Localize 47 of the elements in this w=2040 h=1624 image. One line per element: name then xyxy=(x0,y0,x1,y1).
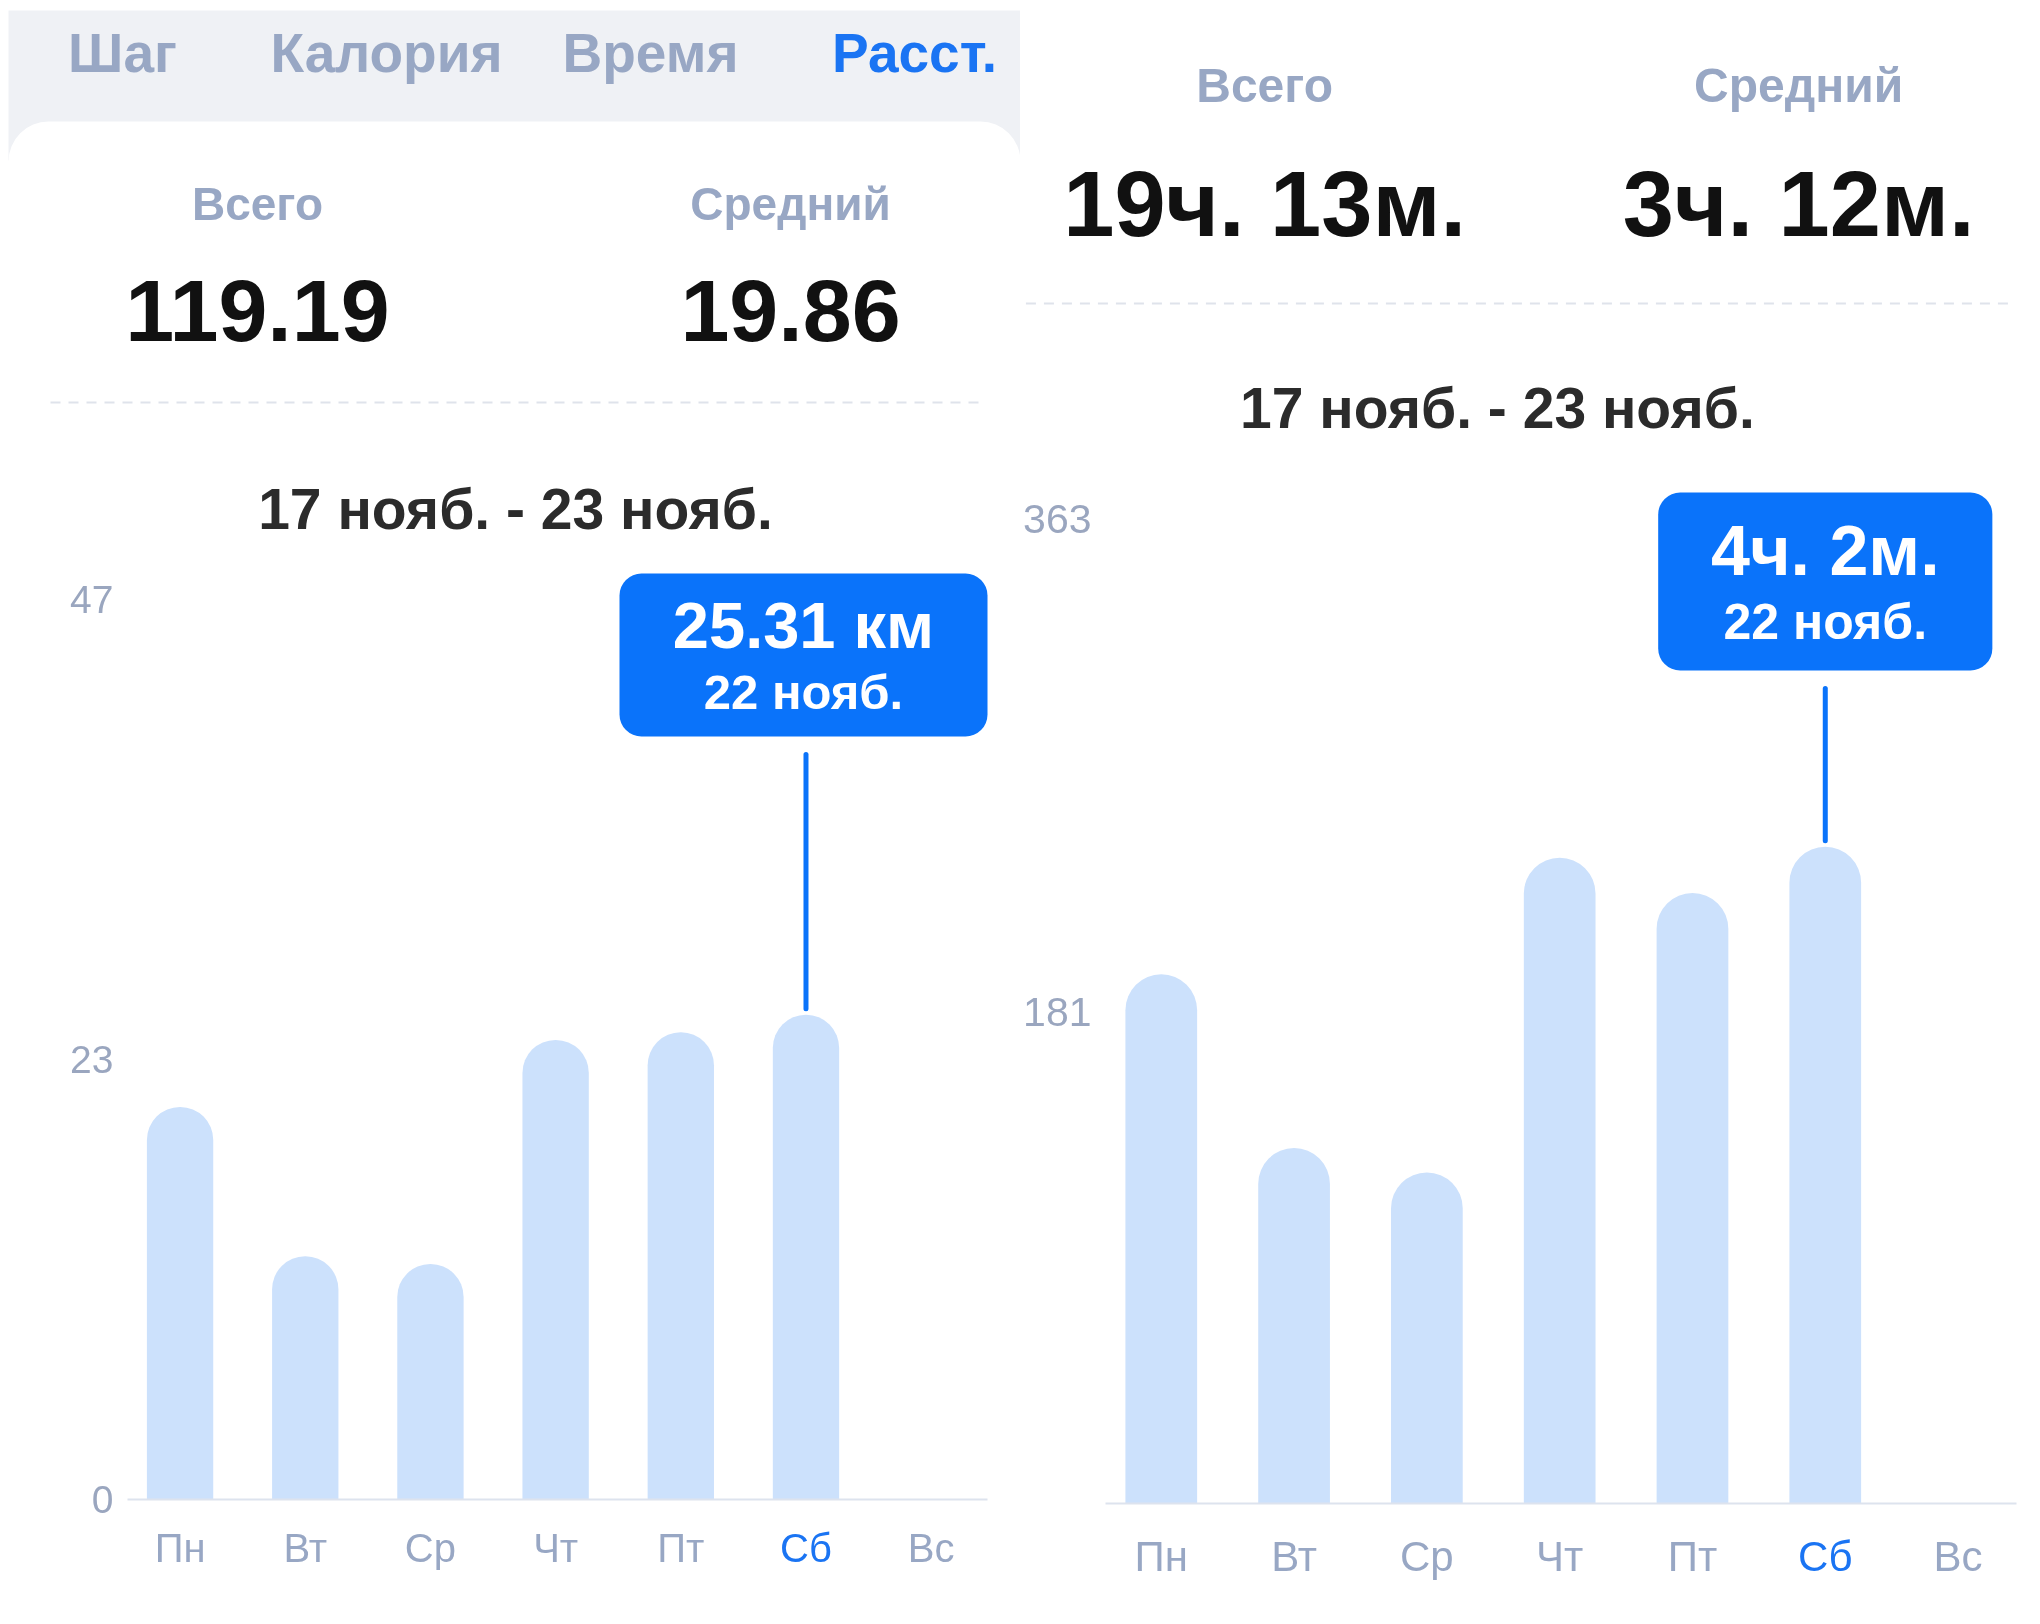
x-tick-label: Вт xyxy=(283,1525,328,1570)
text: Всего xyxy=(1196,59,1333,112)
text: Средний xyxy=(690,177,891,230)
bar xyxy=(272,1256,339,1500)
bar xyxy=(772,1014,840,1500)
text: 19ч. 13м. xyxy=(1063,152,1467,255)
x-tick-label: Вс xyxy=(1933,1533,1983,1580)
text: Средний xyxy=(1694,59,1904,112)
chart-title: 17 нояб. - 23 нояб. xyxy=(258,476,773,541)
y-tick-label: 181 xyxy=(1023,989,1092,1036)
x-tick-label: Пн xyxy=(154,1525,206,1570)
annotation: 25.31 км 22 нояб. xyxy=(672,589,935,719)
x-tick-label: Вт xyxy=(1271,1533,1318,1580)
x-tick-label: Пт xyxy=(1667,1533,1718,1580)
x-tick-label: Ср xyxy=(1400,1533,1454,1580)
bar xyxy=(1125,974,1198,1504)
text: Время xyxy=(562,21,739,84)
bar xyxy=(1391,1172,1463,1504)
text: 119.19 xyxy=(125,261,390,360)
x-tick-label: Чт xyxy=(533,1525,579,1570)
bar xyxy=(397,1263,464,1500)
bar xyxy=(1656,892,1729,1504)
x-tick-label: Чт xyxy=(1536,1533,1584,1580)
text: 3ч. 12м. xyxy=(1622,152,1975,255)
x-tick-label: Пн xyxy=(1134,1533,1188,1580)
bar xyxy=(1789,846,1862,1504)
text: Расст. xyxy=(831,21,998,84)
x-tick-label: Пт xyxy=(657,1525,705,1570)
text: 19.86 xyxy=(680,261,901,360)
bar xyxy=(647,1032,714,1500)
x-tick-label: Сб xyxy=(780,1525,832,1570)
bar xyxy=(146,1106,214,1500)
y-tick-label: 47 xyxy=(70,578,114,621)
text: Калория xyxy=(270,21,503,84)
bar xyxy=(522,1039,589,1500)
x-tick-label: Ср xyxy=(404,1525,457,1570)
y-tick-label: 23 xyxy=(70,1037,114,1081)
annotation: 4ч. 2м. 22 нояб. xyxy=(1710,511,1940,650)
bar xyxy=(1523,857,1596,1504)
x-tick-label: Вс xyxy=(907,1525,955,1570)
text: Всего xyxy=(191,177,324,230)
y-tick-label: 363 xyxy=(1023,495,1092,542)
text: Шаг xyxy=(68,21,177,84)
bar xyxy=(1258,1148,1330,1504)
y-tick-label: 0 xyxy=(91,1478,114,1521)
x-tick-label: Сб xyxy=(1798,1533,1853,1580)
chart-title: 17 нояб. - 23 нояб. xyxy=(1239,375,1755,440)
